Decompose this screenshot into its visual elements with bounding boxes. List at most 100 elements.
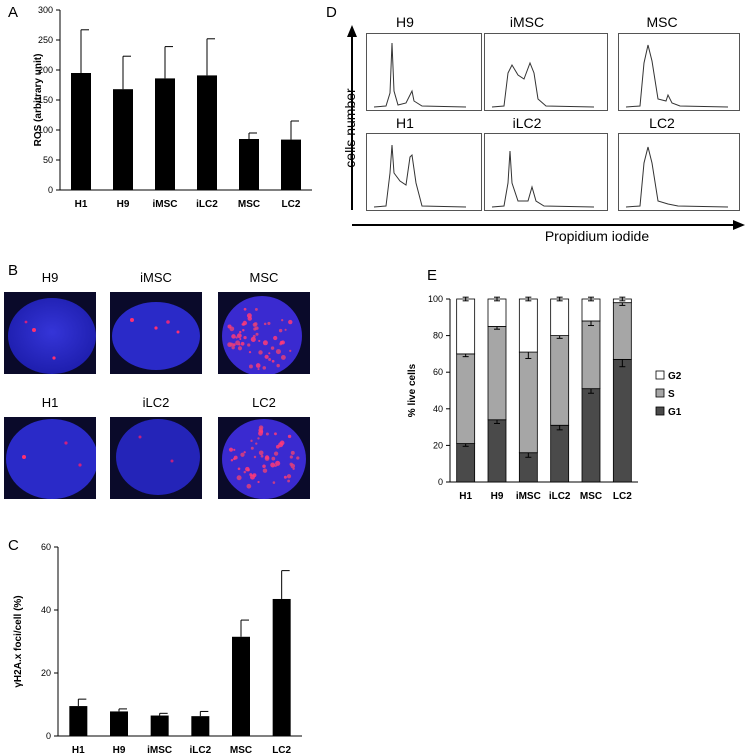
panel-letter-c: C — [8, 537, 19, 554]
h2ax-foci-bar-chart: 0 20 40 60 γH2A.x foci/cell (%) H1 H9 iMSC iLC2 M… — [13, 542, 302, 754]
y-tick-label: 100 — [428, 294, 443, 304]
segment-s-h9 — [487, 326, 507, 421]
focus-dot — [250, 446, 254, 450]
flow-axes — [347, 25, 745, 230]
focus-dot — [260, 454, 264, 458]
focus-dot — [240, 452, 245, 457]
bar-h9 — [110, 711, 128, 736]
y-axis-label: γH2A.x foci/cell (%) — [13, 595, 24, 687]
focus-dot — [257, 437, 260, 440]
focus-dot — [275, 444, 280, 449]
focus-dot — [252, 322, 257, 327]
focus-dot — [290, 450, 295, 455]
focus-dot — [264, 455, 270, 460]
category-label-imsc: iMSC — [516, 491, 541, 502]
y-tick-label: 20 — [433, 440, 443, 450]
nucleus-image-imsc — [110, 292, 202, 374]
category-label-ilc2: iLC2 — [189, 745, 211, 754]
focus-dot — [228, 447, 234, 452]
focus-dot — [255, 332, 259, 336]
focus-dot — [289, 349, 292, 353]
nucleus-image-msc — [218, 292, 310, 374]
category-label-lc2: LC2 — [613, 491, 632, 502]
focus-dot — [268, 352, 271, 355]
focus-dot — [237, 467, 241, 471]
image-label-lc2: LC2 — [252, 395, 276, 410]
category-label-h1: H1 — [72, 745, 85, 754]
segment-g1-msc — [581, 388, 601, 483]
focus-dot — [253, 455, 257, 459]
focus-dot — [258, 450, 264, 456]
focus-dot — [246, 483, 252, 489]
bar-imsc — [150, 715, 169, 736]
bar-h1 — [69, 706, 88, 736]
y-axis-label: % live cells — [407, 363, 418, 417]
focus-dot — [276, 363, 280, 368]
focus-dot — [283, 475, 287, 479]
focus-dot — [258, 350, 263, 355]
panel-letter-b: B — [8, 262, 19, 279]
bar-imsc — [155, 78, 175, 190]
legend-swatch-g2 — [655, 370, 665, 380]
focus-dot — [231, 334, 236, 339]
y-tick-label: 60 — [433, 367, 443, 377]
focus-dot — [254, 307, 258, 311]
category-label-lc2: LC2 — [272, 745, 291, 754]
focus-dot — [262, 468, 268, 473]
focus-dot — [258, 339, 261, 343]
segment-s-lc2 — [612, 302, 632, 360]
focus-dot — [239, 330, 242, 334]
category-label-h1: H1 — [75, 199, 88, 210]
y-tick-label: 60 — [41, 542, 51, 552]
category-label-h9: H9 — [113, 745, 126, 754]
focus-dot — [243, 335, 247, 340]
category-label-h9: H9 — [491, 491, 504, 502]
focus-dot — [275, 349, 281, 355]
ros-bar-chart: 0 50 100 150 200 250 300 ROS (arbitrary unit) H1… — [33, 5, 312, 210]
flow-histogram-imsc — [484, 33, 608, 111]
focus-dot — [248, 351, 252, 354]
nucleus-image-h9 — [4, 292, 96, 374]
focus-dot — [281, 319, 284, 322]
segment-s-imsc — [518, 351, 538, 454]
focus-dot — [243, 307, 247, 311]
focus-dot — [257, 480, 260, 484]
focus-dot — [255, 442, 258, 445]
focus-dot — [271, 456, 276, 461]
focus-dot — [249, 473, 253, 477]
segment-g2-ilc2 — [550, 298, 570, 336]
focus-dot — [235, 336, 238, 339]
focus-dot — [255, 363, 261, 368]
focus-dot — [274, 432, 277, 436]
segment-g2-h1 — [456, 298, 476, 355]
focus-dot — [240, 341, 245, 346]
flow-label-h1: H1 — [396, 115, 414, 131]
focus-dot — [247, 343, 251, 347]
image-label-h1: H1 — [41, 395, 59, 410]
focus-dot — [243, 470, 247, 474]
y-tick-label: 40 — [433, 404, 443, 414]
focus-dot — [232, 343, 236, 347]
flow-label-ilc2: iLC2 — [512, 115, 542, 131]
y-tick-label: 100 — [38, 125, 53, 135]
flow-histogram-ilc2 — [484, 133, 608, 211]
category-label-h9: H9 — [117, 199, 130, 210]
focus-dot — [264, 354, 269, 359]
focus-dot — [296, 456, 300, 460]
flow-histogram-h1 — [366, 133, 482, 211]
panel-letter-a: A — [8, 4, 19, 21]
focus-dot — [253, 327, 257, 331]
image-label-imsc: iMSC — [140, 270, 172, 285]
focus-dot — [227, 342, 233, 348]
focus-dot — [230, 459, 234, 462]
focus-dot — [275, 460, 281, 466]
category-label-msc: MSC — [580, 491, 602, 502]
legend-label-g2: G2 — [668, 371, 682, 382]
y-tick-label: 20 — [41, 668, 51, 678]
focus-dot — [288, 319, 293, 325]
nucleus-image-lc2 — [218, 417, 310, 499]
flow-histogram-h9 — [366, 33, 482, 111]
y-tick-label: 150 — [38, 95, 53, 105]
image-label-ilc2: iLC2 — [142, 395, 170, 410]
flow-label-msc: MSC — [646, 14, 678, 30]
